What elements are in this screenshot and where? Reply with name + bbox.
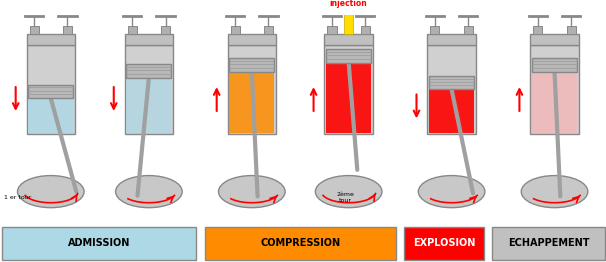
Text: EXPLOSION: EXPLOSION (413, 238, 475, 248)
Bar (324, 34, 373, 45)
FancyBboxPatch shape (492, 227, 605, 260)
Text: COMPRESSION: COMPRESSION (260, 238, 341, 248)
Bar (326, 49, 371, 133)
Bar (326, 49, 371, 63)
Bar (127, 64, 171, 133)
Ellipse shape (18, 176, 84, 208)
Bar (429, 76, 474, 133)
Bar (128, 26, 137, 34)
Bar (327, 26, 336, 34)
FancyBboxPatch shape (404, 227, 484, 260)
Bar (228, 34, 276, 45)
Bar (530, 34, 579, 45)
Bar (28, 85, 73, 133)
Text: 2ème
tour: 2ème tour (337, 192, 355, 203)
Bar (264, 26, 273, 34)
Ellipse shape (418, 176, 485, 208)
Ellipse shape (116, 176, 182, 208)
Bar (231, 26, 240, 34)
Bar (27, 45, 75, 134)
Bar (27, 34, 75, 45)
Bar (230, 58, 274, 133)
FancyBboxPatch shape (2, 227, 196, 260)
FancyBboxPatch shape (205, 227, 396, 260)
Bar (161, 26, 170, 34)
Ellipse shape (219, 176, 285, 208)
Bar (63, 26, 72, 34)
Bar (361, 26, 370, 34)
Bar (230, 58, 274, 72)
Ellipse shape (521, 176, 588, 208)
Bar (567, 26, 576, 34)
Bar (28, 85, 73, 98)
Bar (125, 45, 173, 134)
Bar (533, 26, 542, 34)
Bar (532, 58, 577, 72)
Bar (127, 64, 171, 78)
Bar (429, 76, 474, 89)
Text: 1 er tour: 1 er tour (4, 195, 31, 200)
Bar (532, 58, 577, 133)
Bar (430, 26, 439, 34)
Text: ADMISSION: ADMISSION (68, 238, 130, 248)
Text: ECHAPPEMENT: ECHAPPEMENT (508, 238, 589, 248)
Ellipse shape (315, 176, 382, 208)
Bar (427, 45, 476, 134)
Bar (125, 34, 173, 45)
Bar (464, 26, 473, 34)
Bar (30, 26, 39, 34)
Bar (228, 45, 276, 134)
Bar (344, 11, 353, 34)
Bar (324, 45, 373, 134)
Bar (427, 34, 476, 45)
Bar (530, 45, 579, 134)
Text: injection: injection (330, 0, 368, 8)
